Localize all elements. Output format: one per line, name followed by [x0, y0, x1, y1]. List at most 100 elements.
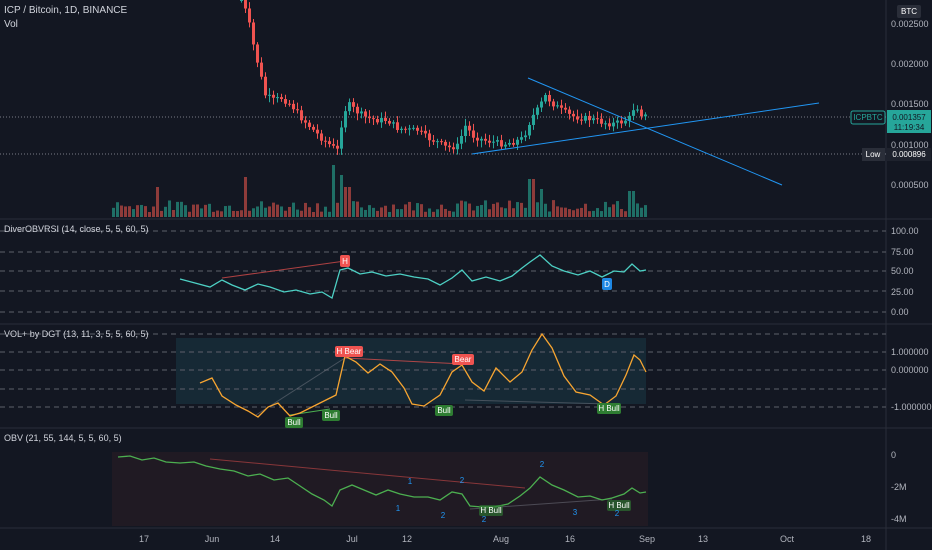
obv-pane-title[interactable]: OBV (21, 55, 144, 5, 5, 60, 5) [4, 433, 122, 443]
candle [488, 140, 491, 143]
volume-bar [168, 200, 171, 217]
candle [268, 94, 271, 96]
volume-bar [568, 209, 571, 217]
volume-bar [452, 211, 455, 217]
volume-bar [624, 211, 627, 217]
volume-bar [164, 206, 167, 217]
volume-bar [128, 206, 131, 217]
candle [620, 120, 623, 124]
candle [624, 120, 627, 124]
candle [540, 101, 543, 108]
volume-bar [604, 201, 607, 217]
volume-bar [420, 204, 423, 217]
volume-bar [224, 206, 227, 217]
volume-bar [524, 207, 527, 217]
candle [256, 44, 259, 63]
candle [504, 144, 507, 147]
volume-bar [388, 211, 391, 217]
volume-bar [212, 211, 215, 217]
candle [632, 110, 635, 116]
obv-tick: -2M [891, 482, 907, 492]
volume-legend[interactable]: Vol [4, 19, 18, 30]
candle [528, 124, 531, 136]
time-label: Jun [205, 534, 220, 544]
volume-bar [440, 204, 443, 217]
bear-badge-label: Bear [455, 355, 472, 364]
main-price-pane[interactable] [0, 0, 886, 217]
volume-bar [372, 207, 375, 217]
candle [372, 118, 375, 120]
volume-bar [464, 201, 467, 217]
volume-bar [424, 211, 427, 217]
price-tick: 0.002500 [891, 19, 929, 29]
volume-bar [632, 191, 635, 217]
volume-bar [576, 208, 579, 217]
candle [332, 144, 335, 146]
currency-badge[interactable] [897, 5, 921, 18]
volume-bar [288, 206, 291, 217]
volume-bar [612, 204, 615, 217]
time-label: 18 [861, 534, 871, 544]
obvrsi-pane-title[interactable]: DiverOBVRSI (14, close, 5, 5, 60, 5) [4, 224, 149, 234]
low-value-badge[interactable] [887, 148, 931, 161]
low-tag-label: Low [866, 150, 881, 159]
vol-tick: 1.000000 [891, 347, 929, 357]
obv-marker: 3 [573, 508, 578, 517]
obvrsi-pane[interactable]: H D [0, 230, 886, 313]
volume-bar [512, 208, 515, 217]
volume-bar [300, 210, 303, 217]
upper-trendline[interactable] [527, 77, 783, 186]
symbol-title[interactable]: ICP / Bitcoin, 1D, BINANCE [4, 5, 128, 16]
lower-trendline[interactable] [471, 102, 820, 155]
obv-bull-badge [607, 500, 631, 511]
candle [548, 94, 551, 102]
volume-bar [608, 207, 611, 217]
volume-bar [528, 179, 531, 217]
volume-bar [544, 203, 547, 217]
volume-bar [412, 210, 415, 217]
low-value: 0.000896 [892, 150, 926, 159]
volume-bar [256, 206, 259, 217]
candle [392, 122, 395, 124]
time-axis[interactable]: 17 Jun 14 Jul 12 Aug 16 Sep 13 Oct 18 [139, 534, 871, 544]
candle [436, 141, 439, 143]
candle [348, 102, 351, 112]
obv-background-zone [112, 452, 648, 526]
volplus-pane[interactable]: H Bear Bear Bull Bull Bull H Bull [0, 332, 886, 428]
bull-badge-label: Bull [287, 418, 301, 427]
volume-bar [600, 211, 603, 217]
candle [312, 126, 315, 130]
low-tag[interactable] [862, 148, 885, 161]
volume-bar [500, 207, 503, 217]
candle [308, 122, 311, 127]
time-label: Aug [493, 534, 509, 544]
candle [380, 117, 383, 123]
last-price-badge[interactable] [887, 110, 931, 133]
volume-bar [472, 210, 475, 217]
volume-bar [268, 206, 271, 217]
volume-bar [292, 202, 295, 217]
candle [408, 128, 411, 130]
volume-bar [564, 207, 567, 217]
volume-bars-group [112, 165, 647, 217]
volume-bar [392, 204, 395, 217]
volplus-pane-title[interactable]: VOL+ by DGT (13, 11, 3, 5, 5, 60, 5) [4, 329, 149, 339]
rsi-divergence-line [221, 260, 346, 279]
candle [584, 115, 587, 121]
candle [320, 133, 323, 141]
volume-bar [572, 210, 575, 217]
candle [284, 99, 287, 104]
time-label: 17 [139, 534, 149, 544]
candle [264, 76, 267, 96]
candle [252, 22, 255, 45]
volume-bar [252, 208, 255, 217]
obv-pane[interactable]: 1 2 2 1 2 H Bull 3 2 H Bull 2 [112, 452, 648, 526]
volume-bar [184, 205, 187, 217]
volume-bar [428, 208, 431, 217]
candle [360, 111, 363, 114]
symbol-price-tag[interactable] [850, 110, 886, 125]
volume-bar [408, 201, 411, 217]
candle [272, 94, 275, 98]
bull-badge [435, 405, 453, 416]
